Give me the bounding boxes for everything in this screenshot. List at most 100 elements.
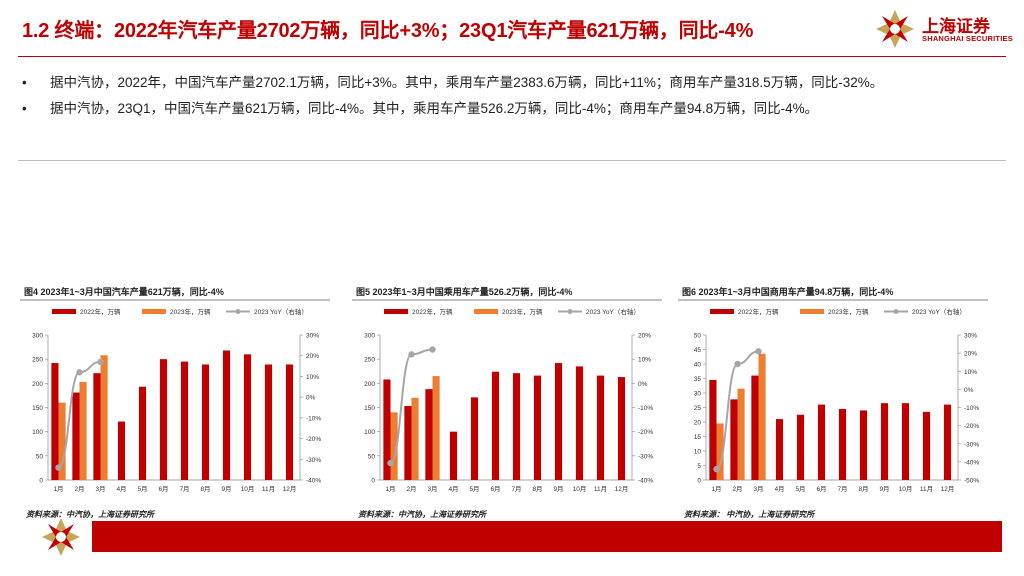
y-tick-label: 50 <box>368 453 376 460</box>
legend-swatch-2022 <box>52 309 76 314</box>
bar-2022 <box>533 375 542 480</box>
bar-2022 <box>159 359 168 480</box>
bullet-item: • 据中汽协，2022年，中国汽车产量2702.1万辆，同比+3%。其中，乘用车… <box>22 70 982 96</box>
x-tick-label: 11月 <box>920 485 933 493</box>
y2-tick-label: -10% <box>306 415 321 422</box>
y-tick-label: 30 <box>694 391 702 398</box>
legend-label-2022: 2022年，万辆 <box>80 307 121 316</box>
x-tick-label: 11月 <box>262 485 275 493</box>
logo-subtext: SHANGHAI SECURITIES <box>922 34 1013 43</box>
x-tick-label: 6月 <box>816 485 826 493</box>
x-tick-label: 3月 <box>753 485 763 493</box>
bar-2022 <box>285 364 294 480</box>
bar-2022 <box>922 411 931 480</box>
yoy-point <box>429 346 436 353</box>
legend-label-yoy: 2023 YoY（右轴） <box>254 307 308 316</box>
bar-2022 <box>404 406 412 480</box>
y-tick-label: 200 <box>364 381 375 388</box>
legend-label-yoy: 2023 YoY（右轴） <box>912 307 966 316</box>
page-number: 5 <box>987 532 994 546</box>
bar-2022 <box>554 363 563 480</box>
y2-tick-label: 30% <box>964 333 977 340</box>
company-logo: 上海证券 SHANGHAI SECURITIES <box>874 8 1013 52</box>
yoy-point <box>408 351 415 358</box>
legend-label-2022: 2022年，万辆 <box>412 307 453 316</box>
y2-tick-label: -40% <box>964 459 979 466</box>
y-tick-label: 250 <box>364 357 375 364</box>
x-tick-label: 12月 <box>283 485 297 493</box>
y-tick-label: 150 <box>32 405 43 412</box>
bar-2023 <box>100 355 108 480</box>
y2-tick-label: -20% <box>638 429 653 436</box>
bar-2022 <box>859 410 868 480</box>
y-tick-label: 25 <box>694 405 702 412</box>
chart-title: 图6 2023年1~3月中国商用车产量94.8万辆，同比-4% <box>682 286 893 297</box>
yoy-point <box>387 459 394 467</box>
x-tick-label: 7月 <box>511 485 521 493</box>
y-tick-label: 100 <box>364 429 375 436</box>
legend-marker-yoy <box>567 309 573 314</box>
bar-2022 <box>838 408 847 480</box>
x-tick-label: 5月 <box>795 485 805 493</box>
x-tick-label: 2月 <box>74 485 84 493</box>
y-tick-label: 200 <box>32 381 43 388</box>
legend-marker-yoy <box>235 309 241 314</box>
x-tick-label: 12月 <box>941 485 955 493</box>
bar-2023 <box>390 412 398 480</box>
y2-tick-label: 10% <box>306 374 319 381</box>
chart-source: 资料来源：中汽协，上海证券研究所 <box>358 510 488 519</box>
y-tick-label: 0 <box>371 478 375 485</box>
x-tick-label: 4月 <box>448 485 458 493</box>
x-tick-label: 1月 <box>385 485 395 493</box>
x-tick-label: 1月 <box>711 485 721 493</box>
bullet-marker: • <box>22 101 27 116</box>
y2-tick-label: -30% <box>964 441 979 448</box>
bar-2023 <box>716 423 724 480</box>
x-tick-label: 7月 <box>179 485 189 493</box>
bar-2022 <box>512 373 521 480</box>
y2-tick-label: -40% <box>638 478 653 485</box>
y-tick-label: 100 <box>32 429 43 436</box>
bar-2022 <box>730 399 738 480</box>
bullet-text: 据中汽协，23Q1，中国汽车产量621万辆，同比-4%。其中，乘用车产量526.… <box>50 101 819 116</box>
y-tick-label: 50 <box>694 333 702 340</box>
bullet-marker: • <box>22 75 27 90</box>
chart-title: 图4 2023年1~3月中国汽车产量621万辆，同比-4% <box>24 286 224 297</box>
chart-title: 图5 2023年1~3月中国乘用车产量526.2万辆，同比-4% <box>356 286 572 297</box>
legend-swatch-2023 <box>142 309 166 314</box>
y2-tick-label: 0% <box>638 381 648 388</box>
y-tick-label: 10 <box>694 449 702 456</box>
bar-2022 <box>880 403 889 480</box>
x-tick-label: 10月 <box>573 485 587 493</box>
x-tick-label: 2月 <box>732 485 742 493</box>
bullet-text: 据中汽协，2022年，中国汽车产量2702.1万辆，同比+3%。其中，乘用车产量… <box>50 75 884 90</box>
bar-2022 <box>470 397 479 480</box>
footer-logo <box>40 516 82 558</box>
legend-marker-yoy <box>893 309 899 314</box>
x-tick-label: 8月 <box>200 485 210 493</box>
y2-tick-label: -50% <box>964 478 979 485</box>
bullet-list: • 据中汽协，2022年，中国汽车产量2702.1万辆，同比+3%。其中，乘用车… <box>22 70 982 122</box>
logo-text: 上海证券 <box>922 17 990 36</box>
yoy-point <box>755 348 762 355</box>
y2-tick-label: 10% <box>638 357 651 364</box>
x-tick-label: 3月 <box>427 485 437 493</box>
y2-tick-label: 0% <box>964 387 974 394</box>
legend-swatch-2022 <box>710 309 734 314</box>
legend-label-2023: 2023年，万辆 <box>170 307 211 316</box>
chart-source: 资料来源：中汽协，上海证券研究所 <box>26 510 156 519</box>
x-tick-label: 7月 <box>837 485 847 493</box>
y2-tick-label: -30% <box>638 453 653 460</box>
y2-tick-label: 20% <box>638 333 651 340</box>
bar-2022 <box>491 371 500 480</box>
x-tick-label: 8月 <box>858 485 868 493</box>
bar-2022 <box>901 403 910 480</box>
yoy-point <box>734 360 741 368</box>
chart-total-production: 图4 2023年1~3月中国汽车产量621万辆，同比-4% 2022年，万辆 202… <box>20 286 330 519</box>
bar-2022 <box>222 350 231 480</box>
y-tick-label: 15 <box>694 434 702 441</box>
x-tick-label: 9月 <box>879 485 889 493</box>
content-divider <box>18 160 1006 161</box>
bar-2023 <box>79 381 87 480</box>
x-tick-label: 5月 <box>469 485 479 493</box>
